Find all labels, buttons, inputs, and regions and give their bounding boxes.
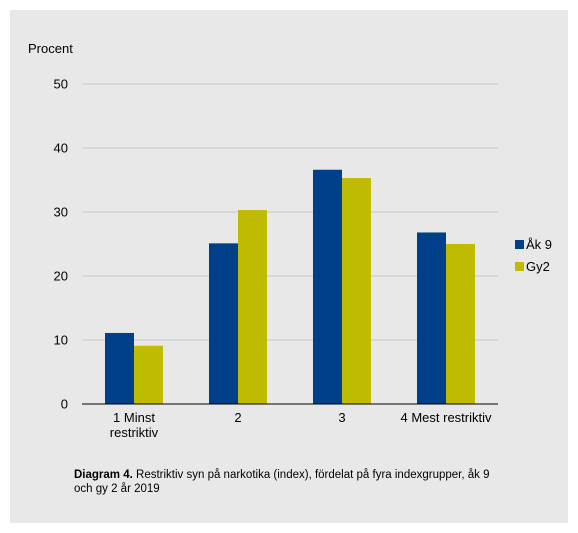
x-tick-label: 4 Mest restriktiv bbox=[400, 410, 492, 425]
y-tick-label: 10 bbox=[54, 333, 68, 348]
x-tick-label: 3 bbox=[338, 410, 345, 425]
bar-chart: 0 10 20 30 40 50 1 Minst restriktiv 2 3 4 Mest res… bbox=[28, 41, 552, 440]
x-tick-label: 1 Minst restriktiv bbox=[110, 410, 159, 440]
y-tick-label: 0 bbox=[61, 397, 68, 412]
y-tick-label: 40 bbox=[54, 141, 68, 156]
legend-label: Gy2 bbox=[526, 259, 550, 274]
bar-ak9 bbox=[313, 169, 342, 404]
caption-label: Diagram 4. bbox=[74, 469, 133, 481]
y-tick-label: 20 bbox=[54, 269, 68, 284]
figure-caption: Diagram 4. Restriktiv syn på narkotika (… bbox=[74, 468, 504, 496]
legend-swatch bbox=[515, 240, 524, 249]
legend-label: Åk 9 bbox=[526, 237, 552, 252]
legend-swatch bbox=[515, 262, 524, 271]
bar-ak9 bbox=[417, 232, 446, 404]
figure-panel: 0 10 20 30 40 50 1 Minst restriktiv 2 3 4 Mest res… bbox=[10, 10, 568, 523]
y-tick-label: 50 bbox=[54, 77, 68, 92]
axes: 0 10 20 30 40 50 1 Minst restriktiv 2 3 4 Mest res… bbox=[54, 77, 498, 440]
bar-ak9 bbox=[209, 243, 238, 404]
y-axis-label: Procent bbox=[28, 41, 73, 56]
y-tick-label: 30 bbox=[54, 205, 68, 220]
caption-text: Restriktiv syn på narkotika (index), för… bbox=[74, 469, 490, 495]
bars bbox=[105, 169, 475, 404]
x-tick-label: 2 bbox=[234, 410, 241, 425]
bar-gy2 bbox=[342, 178, 371, 404]
bar-ak9 bbox=[105, 332, 134, 404]
legend: Åk 9 Gy2 bbox=[515, 237, 552, 274]
bar-gy2 bbox=[446, 244, 475, 404]
bar-gy2 bbox=[134, 345, 163, 404]
bar-gy2 bbox=[238, 210, 267, 404]
